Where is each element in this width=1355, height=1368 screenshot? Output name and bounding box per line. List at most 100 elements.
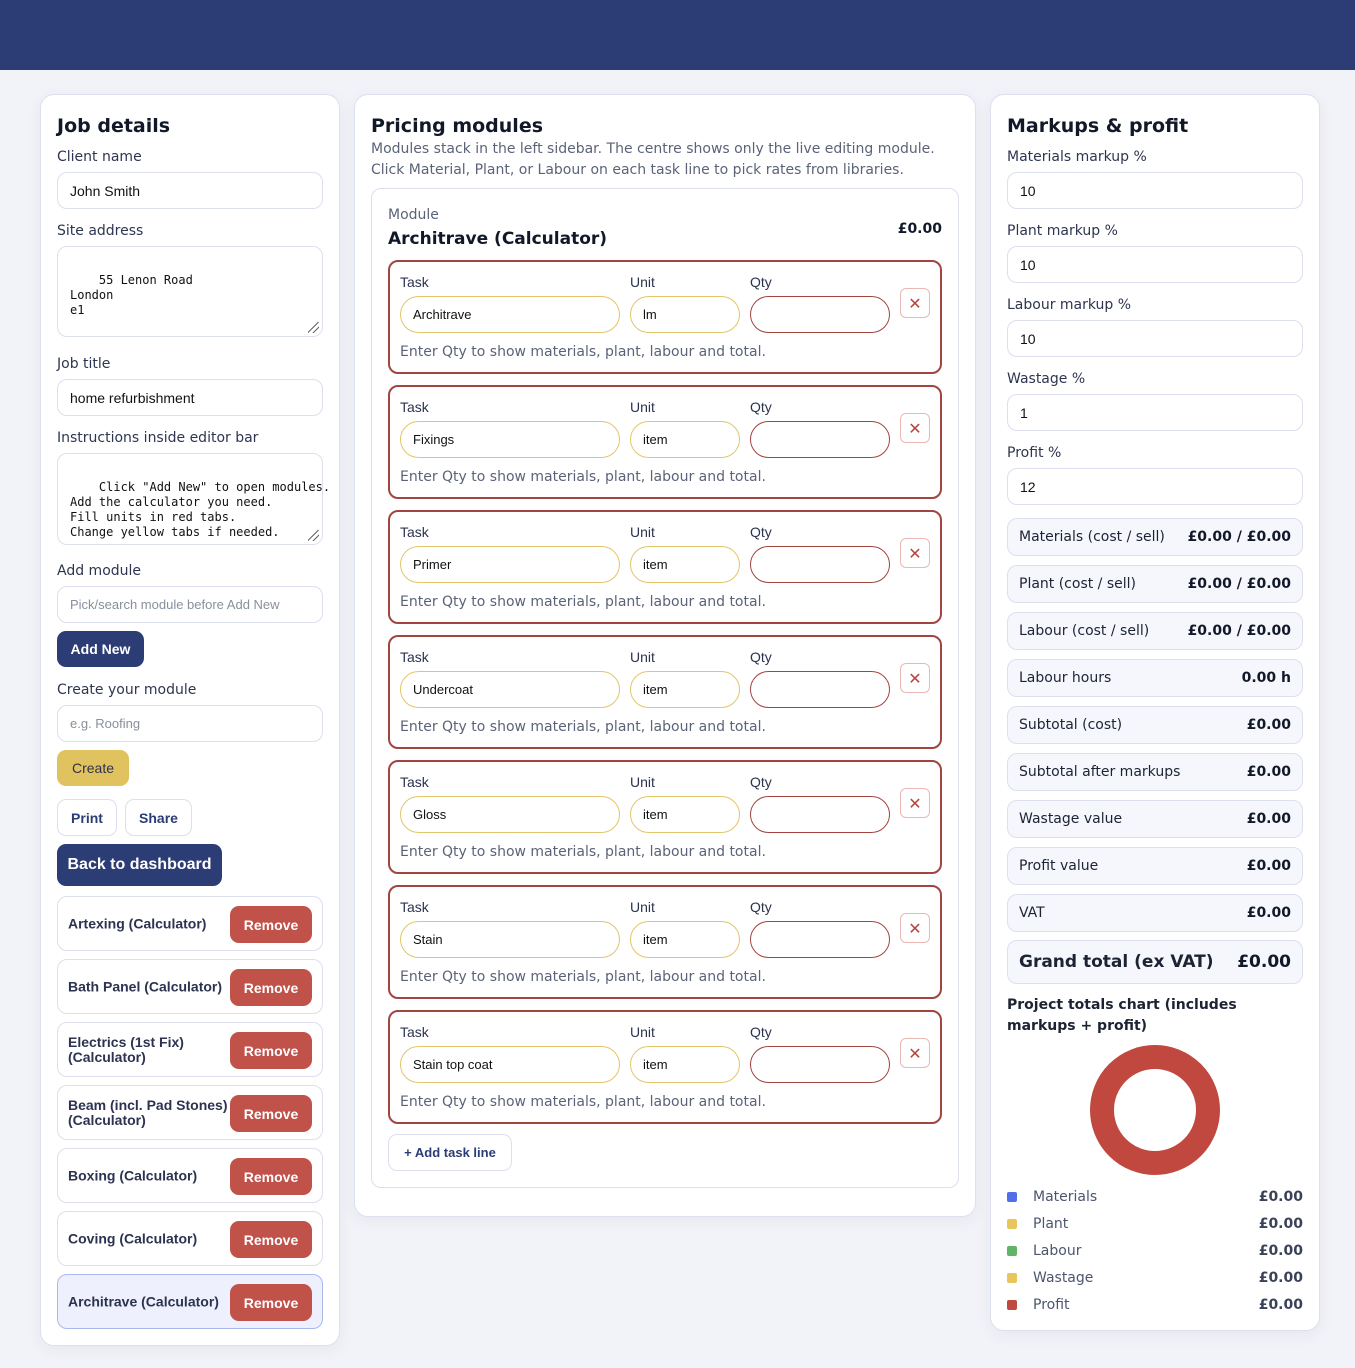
module-list-item[interactable]: Bath Panel (Calculator) Remove bbox=[57, 959, 323, 1014]
module-name: Beam (incl. Pad Stones) (Calculator) bbox=[68, 1096, 228, 1128]
module-list-item-active[interactable]: Architrave (Calculator) Remove bbox=[57, 1274, 323, 1329]
client-name-input[interactable]: John Smith bbox=[57, 172, 323, 209]
task-name-input[interactable]: Primer bbox=[400, 546, 620, 583]
remove-module-button[interactable]: Remove bbox=[230, 1221, 312, 1258]
panel-description: Modules stack in the left sidebar. The c… bbox=[371, 141, 935, 178]
unit-input[interactable]: item bbox=[630, 546, 740, 583]
legend-swatch-icon bbox=[1007, 1192, 1017, 1202]
task-name-input[interactable]: Stain top coat bbox=[400, 1046, 620, 1083]
legend-item-materials: Materials £0.00 bbox=[1007, 1186, 1303, 1208]
remove-module-button[interactable]: Remove bbox=[230, 969, 312, 1006]
qty-label: Qty bbox=[750, 649, 772, 665]
legend-value: £0.00 bbox=[1258, 1270, 1303, 1286]
module-list-item[interactable]: Boxing (Calculator) Remove bbox=[57, 1148, 323, 1203]
qty-input[interactable] bbox=[750, 671, 890, 708]
remove-module-button[interactable]: Remove bbox=[230, 1095, 312, 1132]
task-label: Task bbox=[400, 899, 429, 915]
resize-handle-icon[interactable] bbox=[308, 530, 319, 541]
back-to-dashboard-button[interactable]: Back to dashboard bbox=[57, 844, 222, 886]
qty-input[interactable] bbox=[750, 1046, 890, 1083]
unit-input[interactable]: item bbox=[630, 671, 740, 708]
stat-label: Labour (cost / sell) bbox=[1019, 623, 1150, 639]
qty-label: Qty bbox=[750, 524, 772, 540]
stat-labour-hours: Labour hours 0.00 h bbox=[1007, 659, 1303, 697]
task-line: Task Unit Qty Undercoat item ✕ Enter Qty… bbox=[388, 635, 942, 749]
job-title-input[interactable]: home refurbishment bbox=[57, 379, 323, 416]
task-label: Task bbox=[400, 524, 429, 540]
qty-label: Qty bbox=[750, 399, 772, 415]
resize-handle-icon[interactable] bbox=[308, 322, 319, 333]
module-list-item[interactable]: Electrics (1st Fix) (Calculator) Remove bbox=[57, 1022, 323, 1077]
add-module-search-input[interactable]: Pick/search module before Add New bbox=[57, 586, 323, 623]
materials-markup-input[interactable]: 10 bbox=[1007, 172, 1303, 209]
legend-item-labour: Labour £0.00 bbox=[1007, 1240, 1303, 1262]
remove-task-close-icon[interactable]: ✕ bbox=[900, 288, 930, 318]
module-name: Electrics (1st Fix) (Calculator) bbox=[68, 1033, 184, 1065]
legend-label: Plant bbox=[1033, 1216, 1069, 1232]
panel-title: Markups & profit bbox=[1007, 115, 1189, 137]
module-list-item[interactable]: Beam (incl. Pad Stones) (Calculator) Rem… bbox=[57, 1085, 323, 1140]
create-module-input[interactable]: e.g. Roofing bbox=[57, 705, 323, 742]
add-task-line-button[interactable]: + Add task line bbox=[388, 1134, 512, 1171]
stat-value: £0.00 / £0.00 bbox=[1187, 529, 1291, 545]
qty-input[interactable] bbox=[750, 421, 890, 458]
stat-label: VAT bbox=[1019, 905, 1045, 921]
add-new-button[interactable]: Add New bbox=[57, 631, 144, 667]
plant-markup-label: Plant markup % bbox=[1007, 223, 1118, 239]
share-button[interactable]: Share bbox=[125, 799, 192, 836]
unit-input[interactable]: item bbox=[630, 921, 740, 958]
labour-markup-input[interactable]: 10 bbox=[1007, 320, 1303, 357]
module-name: Coving (Calculator) bbox=[68, 1230, 198, 1246]
grand-total-value: £0.00 bbox=[1237, 952, 1291, 972]
remove-task-close-icon[interactable]: ✕ bbox=[900, 1038, 930, 1068]
task-name-input[interactable]: Fixings bbox=[400, 421, 620, 458]
qty-input[interactable] bbox=[750, 296, 890, 333]
qty-input[interactable] bbox=[750, 546, 890, 583]
unit-input[interactable]: item bbox=[630, 796, 740, 833]
task-name-input[interactable]: Gloss bbox=[400, 796, 620, 833]
qty-input[interactable] bbox=[750, 796, 890, 833]
unit-input[interactable]: item bbox=[630, 1046, 740, 1083]
unit-input[interactable]: item bbox=[630, 421, 740, 458]
pricing-modules-panel: Pricing modules Modules stack in the lef… bbox=[354, 94, 976, 1217]
legend-item-plant: Plant £0.00 bbox=[1007, 1213, 1303, 1235]
job-title-label: Job title bbox=[57, 356, 111, 372]
module-list-item[interactable]: Artexing (Calculator) Remove bbox=[57, 896, 323, 951]
wastage-label: Wastage % bbox=[1007, 371, 1086, 387]
instructions-textarea[interactable]: Click "Add New" to open modules. Add the… bbox=[57, 453, 330, 545]
profit-input[interactable]: 12 bbox=[1007, 468, 1303, 505]
qty-input[interactable] bbox=[750, 921, 890, 958]
wastage-input[interactable]: 1 bbox=[1007, 394, 1303, 431]
create-module-label: Create your module bbox=[57, 682, 197, 698]
task-name-input[interactable]: Architrave bbox=[400, 296, 620, 333]
task-name-input[interactable]: Undercoat bbox=[400, 671, 620, 708]
remove-task-close-icon[interactable]: ✕ bbox=[900, 663, 930, 693]
create-button[interactable]: Create bbox=[57, 750, 129, 786]
remove-module-button[interactable]: Remove bbox=[230, 1284, 312, 1321]
legend-value: £0.00 bbox=[1258, 1216, 1303, 1232]
stat-plant: Plant (cost / sell) £0.00 / £0.00 bbox=[1007, 565, 1303, 603]
module-total: £0.00 bbox=[897, 221, 942, 237]
legend-item-wastage: Wastage £0.00 bbox=[1007, 1267, 1303, 1289]
task-hint: Enter Qty to show materials, plant, labo… bbox=[400, 969, 766, 985]
instructions-label: Instructions inside editor bar bbox=[57, 430, 259, 446]
unit-input[interactable]: lm bbox=[630, 296, 740, 333]
module-list-item[interactable]: Coving (Calculator) Remove bbox=[57, 1211, 323, 1266]
task-name-input[interactable]: Stain bbox=[400, 921, 620, 958]
print-button[interactable]: Print bbox=[57, 799, 117, 836]
remove-module-button[interactable]: Remove bbox=[230, 1032, 312, 1069]
legend-label: Materials bbox=[1033, 1189, 1098, 1205]
stat-label: Labour hours bbox=[1019, 670, 1112, 686]
remove-module-button[interactable]: Remove bbox=[230, 1158, 312, 1195]
remove-task-close-icon[interactable]: ✕ bbox=[900, 913, 930, 943]
site-address-textarea[interactable]: 55 Lenon Road London e1 bbox=[57, 246, 323, 337]
remove-module-button[interactable]: Remove bbox=[230, 906, 312, 943]
stat-materials: Materials (cost / sell) £0.00 / £0.00 bbox=[1007, 518, 1303, 556]
remove-task-close-icon[interactable]: ✕ bbox=[900, 788, 930, 818]
remove-task-close-icon[interactable]: ✕ bbox=[900, 413, 930, 443]
task-hint: Enter Qty to show materials, plant, labo… bbox=[400, 344, 766, 360]
stat-wastage-value: Wastage value £0.00 bbox=[1007, 800, 1303, 838]
plant-markup-input[interactable]: 10 bbox=[1007, 246, 1303, 283]
live-module-editor: Module Architrave (Calculator) £0.00 Tas… bbox=[371, 188, 959, 1188]
remove-task-close-icon[interactable]: ✕ bbox=[900, 538, 930, 568]
